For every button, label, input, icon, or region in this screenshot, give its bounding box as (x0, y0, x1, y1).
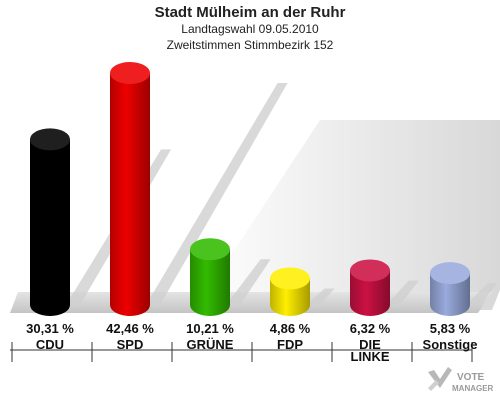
value-label: 5,83 % (430, 321, 471, 336)
bar-die-linke (350, 270, 390, 316)
bar-spd (110, 73, 150, 316)
value-labels-group: 30,31 % 42,46 % 10,21 % 4,86 % 6,32 % 5,83 % (26, 321, 471, 336)
bars-group (30, 62, 470, 316)
bar-sonstige (430, 273, 470, 316)
value-label: 6,32 % (350, 321, 391, 336)
value-label: 10,21 % (186, 321, 234, 336)
value-label: 42,46 % (106, 321, 154, 336)
bar-shadow (466, 283, 498, 305)
vote-manager-logo: VOTE MANAGER (428, 367, 494, 393)
category-label: DIE (359, 337, 381, 352)
bar-cap (190, 238, 230, 261)
bar-shadow (306, 288, 335, 305)
chart-wall (195, 120, 500, 310)
logo-mark-icon (428, 367, 452, 391)
category-label: LINKE (351, 349, 390, 364)
bar-shadow (146, 83, 288, 305)
bar-shadow (386, 280, 419, 305)
chart-subtitle-district: Zweitstimmen Stimmbezirk 152 (167, 38, 334, 52)
logo-line2: MANAGER (452, 384, 494, 393)
bar-cdu (30, 139, 70, 316)
logo-line1: VOTE (457, 372, 485, 383)
category-label: SPD (117, 337, 144, 352)
bar-cap (350, 259, 390, 282)
chart-title: Stadt Mülheim an der Ruhr (155, 4, 346, 21)
bar-cap (110, 62, 150, 84)
category-label: GRÜNE (187, 337, 234, 352)
bar-cap (30, 128, 70, 151)
chart-subtitle-date: Landtagswahl 09.05.2010 (181, 22, 319, 36)
bar-cap (430, 262, 470, 285)
value-label: 30,31 % (26, 321, 74, 336)
value-label: 4,86 % (270, 321, 311, 336)
bar-grüne (190, 249, 230, 316)
category-axis (10, 342, 473, 362)
bar-shadow (226, 259, 271, 305)
category-label: Sonstige (423, 337, 478, 352)
category-label: FDP (277, 337, 303, 352)
category-label: CDU (36, 337, 64, 352)
bar-cap (270, 267, 310, 290)
